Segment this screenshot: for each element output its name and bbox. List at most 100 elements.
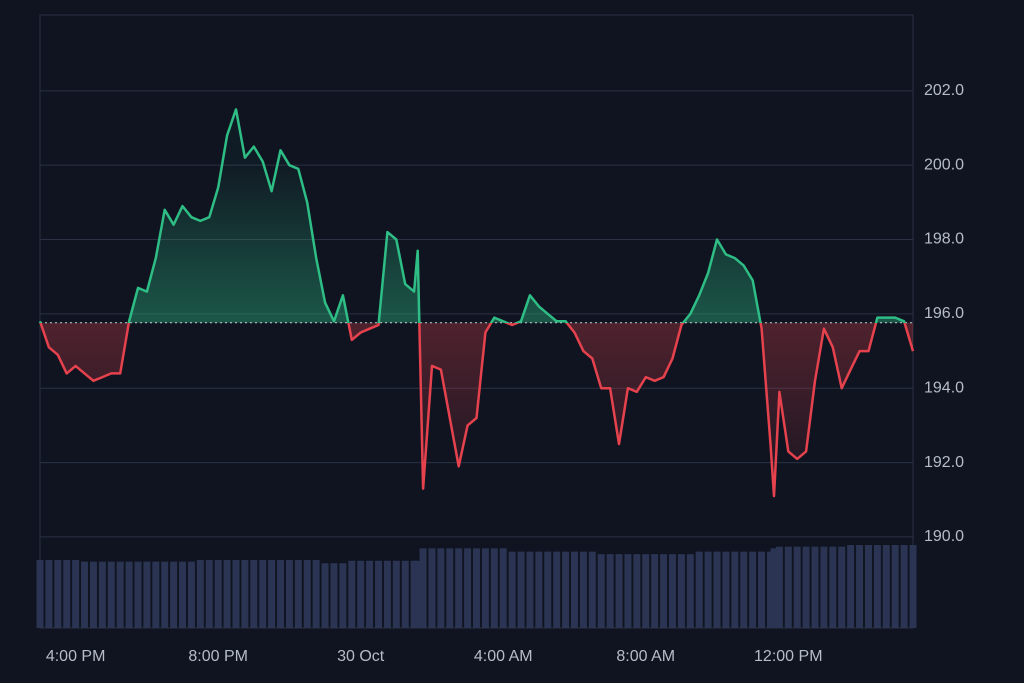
volume-bar bbox=[473, 548, 480, 628]
volume-bar bbox=[259, 559, 267, 628]
volume-bar bbox=[713, 551, 721, 628]
volume-bar bbox=[490, 548, 498, 628]
volume-bar bbox=[526, 551, 534, 628]
area-fill bbox=[40, 109, 913, 497]
volume-bar bbox=[588, 551, 596, 628]
y-tick-label: 196.0 bbox=[924, 305, 964, 322]
volume-bar bbox=[179, 561, 187, 628]
x-tick-label: 30 Oct bbox=[337, 648, 385, 665]
volume-bar bbox=[161, 561, 169, 628]
volume-bar bbox=[864, 545, 872, 628]
volume-bar bbox=[793, 546, 801, 628]
volume-bar bbox=[499, 548, 507, 628]
volume-bar bbox=[770, 548, 778, 628]
volume-bar bbox=[535, 551, 543, 628]
volume-bar bbox=[838, 546, 846, 628]
volume-bar bbox=[847, 545, 855, 628]
y-tick-label: 202.0 bbox=[924, 82, 964, 99]
volume-bar bbox=[704, 551, 712, 628]
volume-bar bbox=[241, 559, 249, 628]
volume-bar bbox=[54, 559, 62, 628]
volume-bar bbox=[544, 551, 552, 628]
volume-bar bbox=[312, 559, 320, 628]
volume-bar bbox=[758, 551, 766, 628]
x-tick-label: 8:00 PM bbox=[188, 648, 248, 665]
volume-bar bbox=[437, 548, 445, 628]
volume-bar bbox=[134, 561, 142, 628]
y-tick-label: 194.0 bbox=[924, 379, 964, 396]
volume-bar bbox=[695, 551, 703, 628]
volume-bar bbox=[303, 559, 311, 628]
volume-bar bbox=[517, 551, 525, 628]
volume-bar bbox=[722, 551, 730, 628]
volume-bar bbox=[811, 546, 819, 628]
volume-bar bbox=[232, 559, 240, 628]
volume-bar bbox=[829, 546, 837, 628]
volume-bar bbox=[152, 561, 160, 628]
volume-bar bbox=[508, 551, 516, 628]
x-tick-label: 8:00 AM bbox=[616, 648, 675, 665]
volume-bar bbox=[749, 551, 757, 628]
volume-bar bbox=[339, 563, 347, 628]
volume-bar bbox=[125, 561, 133, 628]
volume-bar bbox=[766, 551, 774, 628]
volume-bar bbox=[414, 560, 422, 628]
volume-bar bbox=[686, 554, 694, 628]
volume-bar bbox=[63, 559, 71, 628]
volume-bar bbox=[268, 559, 276, 628]
volume-bar bbox=[98, 561, 106, 628]
volume-bar bbox=[170, 561, 178, 628]
volume-bar bbox=[455, 548, 463, 628]
volume-bar bbox=[116, 561, 124, 628]
volume-bar bbox=[107, 561, 115, 628]
volume-bar bbox=[579, 551, 587, 628]
volume-bar bbox=[223, 559, 231, 628]
volume-bar bbox=[802, 546, 810, 628]
volume-bar bbox=[205, 559, 213, 628]
volume-bar bbox=[321, 563, 329, 628]
volume-bar bbox=[882, 545, 890, 628]
y-tick-label: 200.0 bbox=[924, 156, 964, 173]
volume-bar bbox=[410, 560, 418, 628]
volume-bar bbox=[677, 554, 685, 628]
volume-bar bbox=[570, 551, 578, 628]
volume-bar bbox=[357, 560, 365, 628]
volume-bar bbox=[597, 554, 605, 628]
volume-bar bbox=[624, 554, 632, 628]
volume-bar bbox=[72, 559, 80, 628]
volume-bar bbox=[401, 560, 409, 628]
volume-bar bbox=[375, 560, 383, 628]
volume-bar bbox=[651, 554, 659, 628]
volume-bar bbox=[891, 545, 899, 628]
volume-bar bbox=[633, 554, 641, 628]
volume-bar bbox=[285, 559, 293, 628]
volume-bar bbox=[909, 545, 917, 628]
volume-bar bbox=[366, 560, 374, 628]
price-line bbox=[38, 108, 915, 498]
volume-bar bbox=[294, 559, 302, 628]
volume-bar bbox=[820, 546, 828, 628]
volume-bar bbox=[775, 546, 783, 628]
volume-bar bbox=[89, 561, 97, 628]
volume-bar bbox=[214, 559, 222, 628]
volume-bar bbox=[642, 554, 650, 628]
volume-bar bbox=[419, 548, 427, 628]
volume-bar bbox=[740, 551, 748, 628]
volume-bar bbox=[196, 559, 204, 628]
volume-bar bbox=[81, 561, 89, 628]
x-tick-label: 4:00 PM bbox=[46, 648, 106, 665]
volume-bar bbox=[856, 545, 864, 628]
volume-bar bbox=[464, 548, 472, 628]
volume-bar bbox=[330, 563, 338, 628]
volume-bar bbox=[562, 551, 570, 628]
volume-bar bbox=[606, 554, 614, 628]
volume-bar bbox=[383, 560, 391, 628]
y-tick-label: 192.0 bbox=[924, 454, 964, 471]
volume-bar bbox=[428, 548, 436, 628]
volume-bar bbox=[446, 548, 454, 628]
volume-bar bbox=[143, 561, 151, 628]
y-tick-label: 198.0 bbox=[924, 231, 964, 248]
y-tick-label: 190.0 bbox=[924, 528, 964, 545]
volume-bar bbox=[900, 545, 908, 628]
